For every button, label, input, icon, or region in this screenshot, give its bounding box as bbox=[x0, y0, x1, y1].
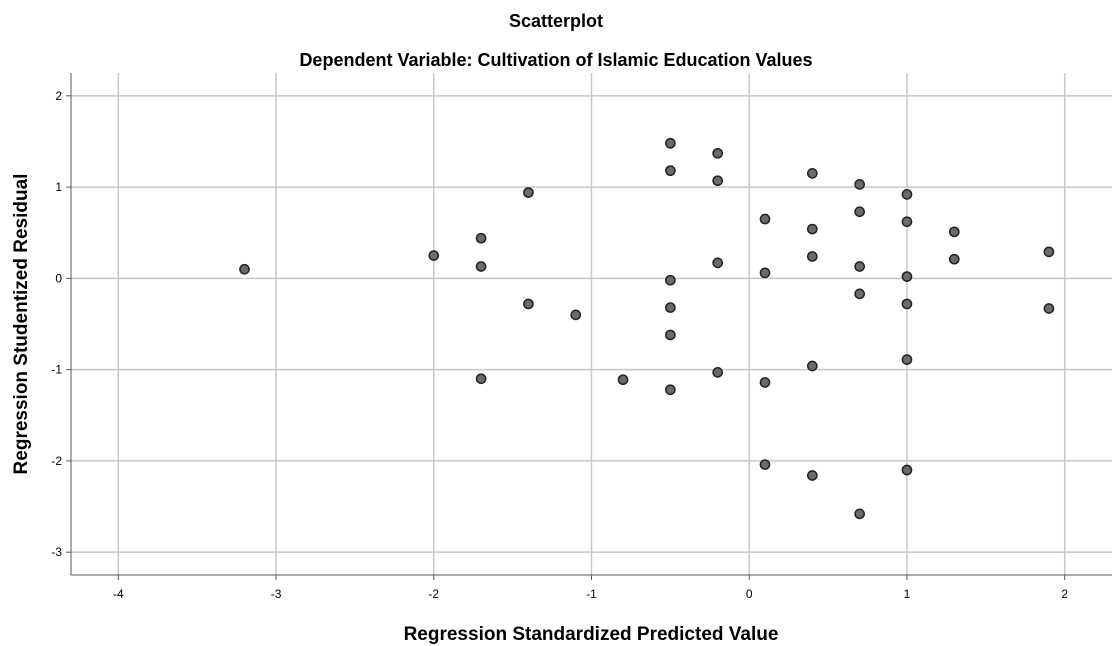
data-point bbox=[854, 206, 865, 218]
data-point bbox=[948, 226, 960, 238]
data-point bbox=[665, 302, 676, 313]
gridlines bbox=[71, 73, 1112, 575]
data-point bbox=[806, 470, 818, 481]
data-point bbox=[475, 261, 487, 272]
data-point bbox=[806, 223, 818, 235]
data-point bbox=[901, 271, 913, 282]
data-point bbox=[428, 250, 440, 261]
data-points bbox=[239, 137, 1055, 520]
data-point bbox=[712, 257, 724, 269]
data-point bbox=[712, 175, 724, 187]
y-tick-label: 1 bbox=[55, 180, 62, 194]
data-point bbox=[806, 251, 818, 262]
data-point bbox=[570, 309, 582, 321]
data-point bbox=[712, 147, 724, 159]
data-point bbox=[759, 459, 771, 470]
data-point bbox=[854, 261, 865, 272]
x-tick-label: -2 bbox=[428, 587, 439, 601]
tick-labels: -4 -3 -2 -1 0 1 2 2 1 0 -1 -2 -3 bbox=[51, 89, 1068, 601]
data-point bbox=[854, 288, 865, 300]
x-tick-label: -3 bbox=[271, 587, 282, 601]
data-point bbox=[665, 165, 676, 177]
chart-title: Scatterplot bbox=[509, 11, 603, 31]
data-point bbox=[239, 263, 250, 275]
data-point bbox=[854, 179, 865, 190]
data-point bbox=[901, 354, 913, 365]
y-tick-label: -2 bbox=[51, 454, 62, 468]
data-point bbox=[523, 187, 534, 198]
data-point bbox=[1043, 303, 1055, 314]
data-point bbox=[1043, 246, 1055, 258]
data-point bbox=[759, 377, 771, 388]
x-tick-label: 0 bbox=[746, 587, 753, 601]
y-tick-label: -3 bbox=[51, 545, 62, 559]
data-point bbox=[712, 367, 724, 378]
x-tick-label: -1 bbox=[586, 587, 597, 601]
data-point bbox=[665, 384, 676, 396]
data-point bbox=[523, 298, 534, 310]
data-point bbox=[901, 216, 913, 228]
data-point bbox=[806, 168, 818, 179]
x-tick-label: -4 bbox=[113, 587, 124, 601]
data-point bbox=[759, 213, 771, 225]
data-point bbox=[617, 374, 629, 386]
data-point bbox=[806, 360, 818, 372]
y-tick-label: 0 bbox=[55, 271, 62, 285]
x-tick-label: 2 bbox=[1061, 587, 1068, 601]
x-tick-label: 1 bbox=[904, 587, 911, 601]
data-point bbox=[759, 267, 771, 279]
data-point bbox=[475, 373, 487, 385]
data-point bbox=[948, 253, 960, 265]
data-point bbox=[475, 232, 487, 244]
data-point bbox=[901, 464, 913, 476]
data-point bbox=[901, 189, 913, 200]
data-point bbox=[901, 298, 913, 310]
data-point bbox=[665, 137, 676, 149]
data-point bbox=[854, 508, 865, 520]
chart-subtitle: Dependent Variable: Cultivation of Islam… bbox=[299, 50, 812, 70]
y-tick-label: 2 bbox=[55, 89, 62, 103]
data-point bbox=[665, 329, 676, 341]
y-tick-label: -1 bbox=[51, 363, 62, 377]
data-point bbox=[665, 274, 676, 286]
y-axis-label: Regression Studentized Residual bbox=[11, 174, 32, 475]
x-axis-label: Regression Standardized Predicted Value bbox=[404, 624, 779, 645]
